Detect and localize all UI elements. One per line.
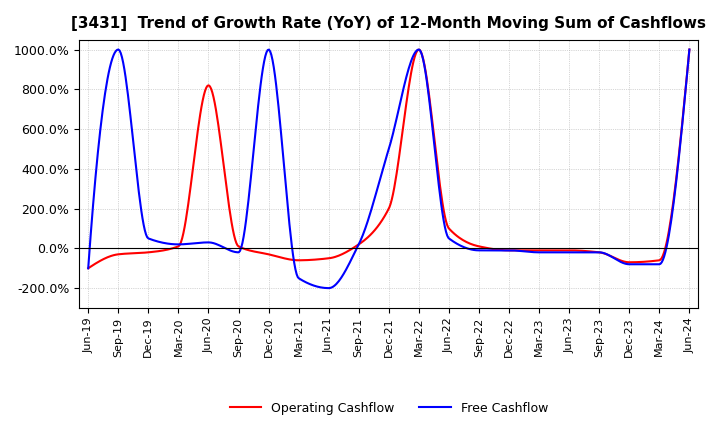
Free Cashflow [84, 266, 93, 271]
Operating Cashflow [577, 248, 585, 253]
Free Cashflow [324, 286, 333, 291]
Operating Cashflow [685, 47, 693, 52]
Operating Cashflow [369, 229, 378, 234]
Line: Free Cashflow: Free Cashflow [89, 50, 689, 288]
Free Cashflow [371, 194, 379, 200]
Free Cashflow [374, 182, 383, 187]
Operating Cashflow [373, 224, 382, 230]
Legend: Operating Cashflow, Free Cashflow: Operating Cashflow, Free Cashflow [225, 397, 553, 420]
Title: [3431]  Trend of Growth Rate (YoY) of 12-Month Moving Sum of Cashflows: [3431] Trend of Growth Rate (YoY) of 12-… [71, 16, 706, 32]
Operating Cashflow [441, 219, 450, 224]
Operating Cashflow [84, 266, 93, 271]
Free Cashflow [685, 47, 693, 52]
Operating Cashflow [670, 187, 679, 192]
Free Cashflow [410, 51, 419, 56]
Free Cashflow [672, 180, 680, 185]
Operating Cashflow [409, 59, 418, 64]
Free Cashflow [578, 249, 587, 255]
Line: Operating Cashflow: Operating Cashflow [89, 50, 689, 268]
Free Cashflow [443, 233, 451, 238]
